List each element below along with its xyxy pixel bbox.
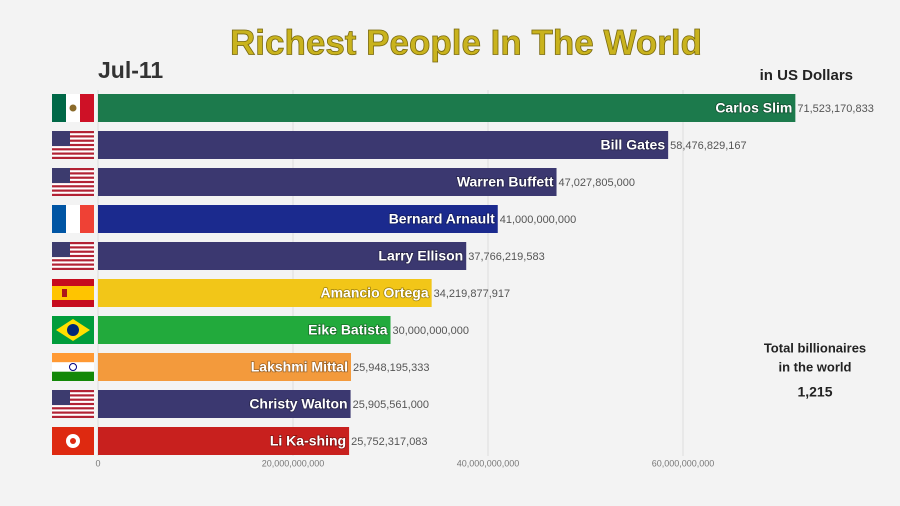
bar xyxy=(98,427,350,455)
value-label: 25,752,317,083 xyxy=(351,436,427,448)
x-tick-label: 0 xyxy=(95,458,100,468)
bar-name: Carlos Slim xyxy=(715,100,792,116)
total-count: 1,215 xyxy=(797,384,832,400)
bar-name: Bill Gates xyxy=(601,137,666,153)
bar-name: Amancio Ortega xyxy=(321,285,429,301)
x-tick-label: 60,000,000,000 xyxy=(652,458,715,468)
chart-title: Richest People In The World xyxy=(230,23,702,62)
annotation: in the world xyxy=(779,359,852,374)
bar xyxy=(98,242,467,270)
x-tick-label: 40,000,000,000 xyxy=(457,458,520,468)
bar xyxy=(98,131,669,159)
value-label: 58,476,829,167 xyxy=(670,140,746,152)
unit-label: in US Dollars xyxy=(760,67,853,84)
flags xyxy=(52,94,94,455)
bar-name: Bernard Arnault xyxy=(389,211,495,227)
bar xyxy=(98,205,498,233)
bar xyxy=(98,353,351,381)
value-label: 41,000,000,000 xyxy=(500,214,576,226)
value-label: 47,027,805,000 xyxy=(559,177,635,189)
value-label: 30,000,000,000 xyxy=(393,325,469,337)
bar-name: Larry Ellison xyxy=(378,248,463,264)
bar xyxy=(98,94,796,122)
bar xyxy=(98,279,432,307)
value-label: 34,219,877,917 xyxy=(434,288,510,300)
bar xyxy=(98,316,391,344)
x-tick-label: 20,000,000,000 xyxy=(262,458,325,468)
date-label: Jul-11 xyxy=(98,57,163,83)
annotation: Total billionaires xyxy=(764,340,866,355)
bar xyxy=(98,390,351,418)
value-label: 37,766,219,583 xyxy=(468,251,544,263)
bar-name: Lakshmi Mittal xyxy=(251,359,348,375)
value-label: 25,948,195,333 xyxy=(353,362,429,374)
value-label: 25,905,561,000 xyxy=(353,399,429,411)
plot: 0 20,000,000,000 40,000,000,000 60,000,000,… xyxy=(95,90,874,468)
value-label: 71,523,170,833 xyxy=(797,103,873,115)
bar-name: Eike Batista xyxy=(308,322,388,338)
bar-name: Warren Buffett xyxy=(457,174,554,190)
bar xyxy=(98,168,557,196)
bar-name: Li Ka-shing xyxy=(270,433,346,449)
bar-name: Christy Walton xyxy=(249,396,347,412)
